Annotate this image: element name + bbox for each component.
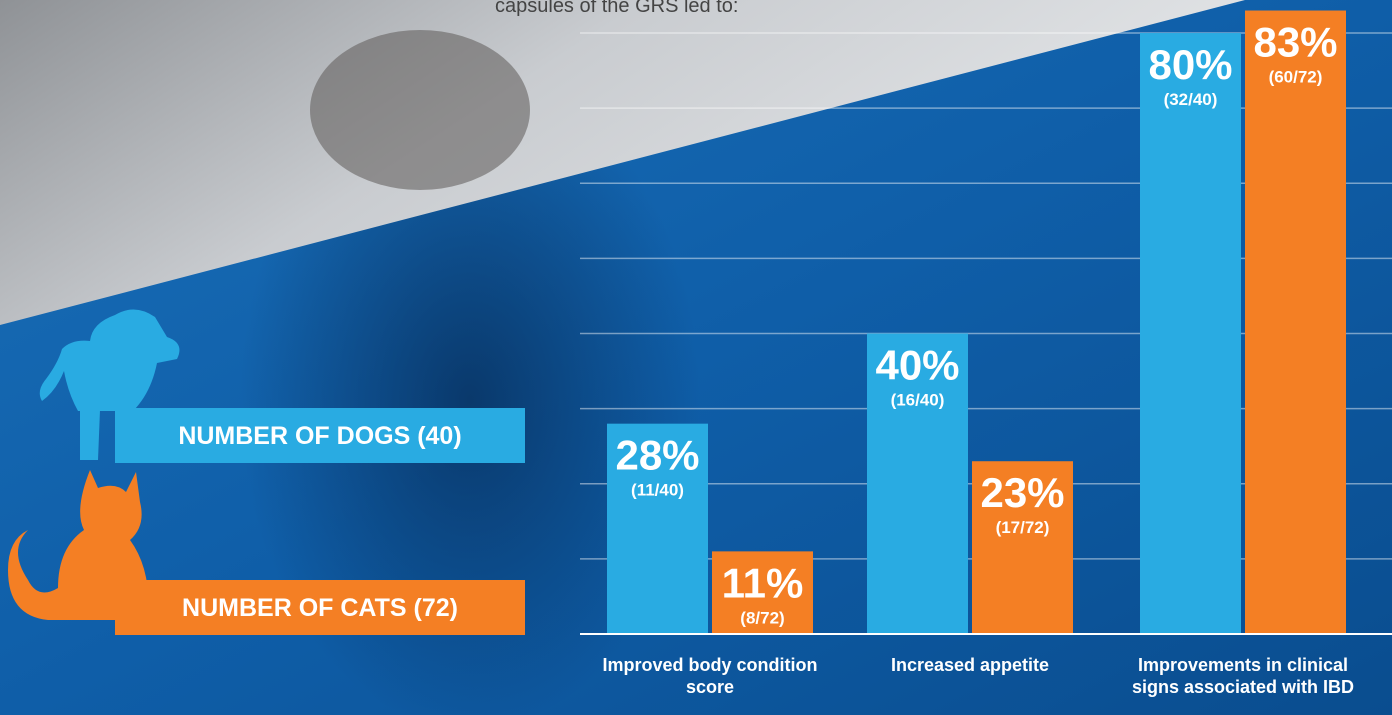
bar <box>1140 33 1241 634</box>
subtitle: capsules of the GRS led to: <box>495 0 738 17</box>
value-label: 40% <box>875 342 959 389</box>
photo-dog-head <box>310 30 530 190</box>
value-label: 28% <box>615 432 699 479</box>
value-label: 23% <box>980 469 1064 516</box>
fraction-label: (17/72) <box>996 518 1050 537</box>
legend-label: NUMBER OF CATS (72) <box>182 594 458 622</box>
x-tick-label: Improved body condition score <box>585 654 835 698</box>
value-label: 83% <box>1253 19 1337 66</box>
value-label: 11% <box>722 559 804 606</box>
fraction-label: (16/40) <box>891 391 945 410</box>
bar <box>1245 11 1346 634</box>
fraction-label: (60/72) <box>1269 68 1323 87</box>
chart: capsules of the GRS led to: NUMBER OF DO… <box>0 0 1392 715</box>
x-tick-label: Improvements in clinical signs associate… <box>1118 654 1368 698</box>
fraction-label: (32/40) <box>1164 90 1218 109</box>
fraction-label: (11/40) <box>631 481 684 500</box>
value-label: 80% <box>1148 41 1232 88</box>
page: capsules of the GRS led to: NUMBER OF DO… <box>0 0 1392 715</box>
x-tick-label: Increased appetite <box>845 654 1095 676</box>
legend-label: NUMBER OF DOGS (40) <box>178 422 461 450</box>
fraction-label: (8/72) <box>740 608 784 627</box>
